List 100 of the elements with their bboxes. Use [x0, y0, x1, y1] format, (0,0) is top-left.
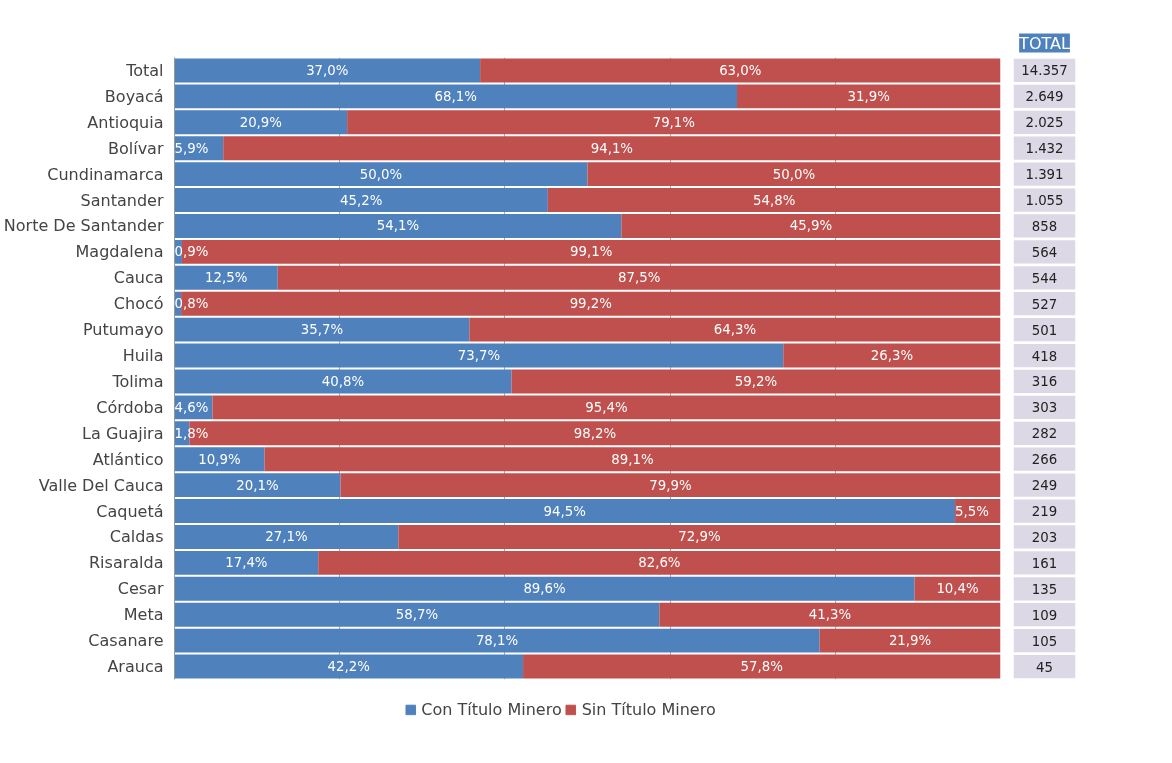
bar [340, 473, 1001, 498]
data-label: 63,0% [719, 62, 762, 78]
y-tick-label: Cauca [113, 268, 164, 288]
bar [659, 602, 1001, 627]
data-label: 64,3% [713, 322, 757, 338]
text: 219 [1031, 504, 1058, 520]
text: TOTAL [1018, 33, 1070, 53]
text: 203 [1031, 529, 1058, 545]
y-tick-label: Bolívar [107, 138, 164, 158]
text: 1.391 [1025, 167, 1064, 183]
y-tick-label: Caquetá [96, 501, 164, 521]
data-label: 95,4% [585, 399, 628, 415]
text: 1.055 [1025, 193, 1064, 209]
data-label: 21,9% [888, 633, 932, 649]
data-label: 45,9% [789, 218, 833, 234]
data-label: 72,9% [678, 529, 721, 545]
bar [174, 188, 548, 212]
text: 2.025 [1025, 115, 1064, 131]
bar [174, 369, 512, 394]
data-label: 27,1% [265, 529, 308, 545]
bar [277, 265, 1001, 290]
data-label: 20,9% [239, 114, 282, 130]
text: 45 [1036, 659, 1053, 675]
bar [783, 343, 1001, 368]
data-label: 98,2% [573, 425, 617, 441]
bar [223, 136, 1001, 161]
data-label: 45,2% [340, 192, 383, 208]
bar [174, 654, 524, 679]
legend-label: Sin Título Minero [581, 699, 716, 719]
y-tick-label: Cesar [117, 579, 164, 599]
y-tick-label: La Guajira [82, 423, 164, 443]
text: 161 [1031, 555, 1058, 571]
y-tick-label: Atlántico [92, 449, 164, 469]
data-label: 58,7% [395, 607, 439, 623]
text: 105 [1031, 633, 1058, 649]
data-label: 54,1% [376, 218, 420, 234]
y-tick-label: Meta [123, 605, 164, 625]
y-tick-label: Huila [122, 346, 164, 366]
y-tick-label: Santander [80, 190, 164, 210]
bar [174, 110, 348, 135]
text: 418 [1031, 348, 1058, 364]
bar [174, 628, 820, 653]
y-tick-label: Cundinamarca [47, 164, 164, 184]
data-label: 94,1% [590, 140, 634, 156]
bar [469, 317, 1001, 342]
data-label: 59,2% [734, 373, 778, 389]
y-tick-label: Tolima [111, 371, 164, 391]
data-label: 35,7% [300, 322, 344, 338]
data-label: 57,8% [740, 659, 783, 675]
bar [737, 84, 1001, 109]
bar [547, 188, 1001, 212]
data-label: 4,6% [174, 399, 209, 415]
data-label: 82,6% [638, 555, 681, 571]
text: 14.357 [1021, 63, 1068, 79]
text: 1.432 [1025, 141, 1064, 157]
bar [587, 162, 1001, 187]
text: 501 [1031, 322, 1058, 338]
data-label: 73,7% [457, 348, 501, 364]
text: 249 [1031, 478, 1058, 494]
text: 266 [1031, 452, 1058, 468]
bar [398, 525, 1001, 549]
bar [174, 58, 481, 83]
data-label: 41,3% [808, 607, 852, 623]
bar [621, 214, 1001, 238]
bar [264, 447, 1001, 472]
text: 2.649 [1025, 89, 1064, 105]
data-label: 79,9% [649, 477, 692, 493]
bar [347, 110, 1001, 135]
data-label: 68,1% [434, 88, 477, 104]
data-label: 12,5% [204, 270, 248, 286]
data-label: 87,5% [617, 270, 661, 286]
bar [174, 550, 319, 575]
data-label: 50,0% [772, 166, 816, 182]
data-label: 31,9% [847, 88, 890, 104]
bar [174, 499, 956, 523]
data-label: 10,9% [198, 451, 241, 467]
y-tick-label: Boyacá [104, 86, 164, 106]
bar [174, 576, 915, 601]
data-label: 78,1% [475, 633, 519, 649]
data-label: 99,2% [569, 296, 612, 312]
data-label: 50,0% [359, 166, 403, 182]
y-tick-label: Antioquia [87, 112, 164, 132]
data-label: 94,5% [543, 503, 586, 519]
bar [174, 214, 622, 238]
data-label: 99,1% [570, 244, 613, 260]
bar [174, 265, 278, 290]
data-label: 5,5% [955, 503, 989, 519]
bar [480, 58, 1001, 83]
text: 135 [1031, 581, 1058, 597]
bar [212, 395, 1001, 420]
bar [523, 654, 1001, 679]
bar [174, 525, 399, 549]
text: 527 [1031, 296, 1058, 312]
data-label: 17,4% [225, 555, 268, 571]
data-label: 10,4% [936, 581, 979, 597]
data-label: 89,6% [523, 581, 566, 597]
bar [174, 473, 341, 498]
y-tick-label: Total [125, 60, 164, 80]
text: 109 [1031, 607, 1058, 623]
bar [174, 317, 470, 342]
